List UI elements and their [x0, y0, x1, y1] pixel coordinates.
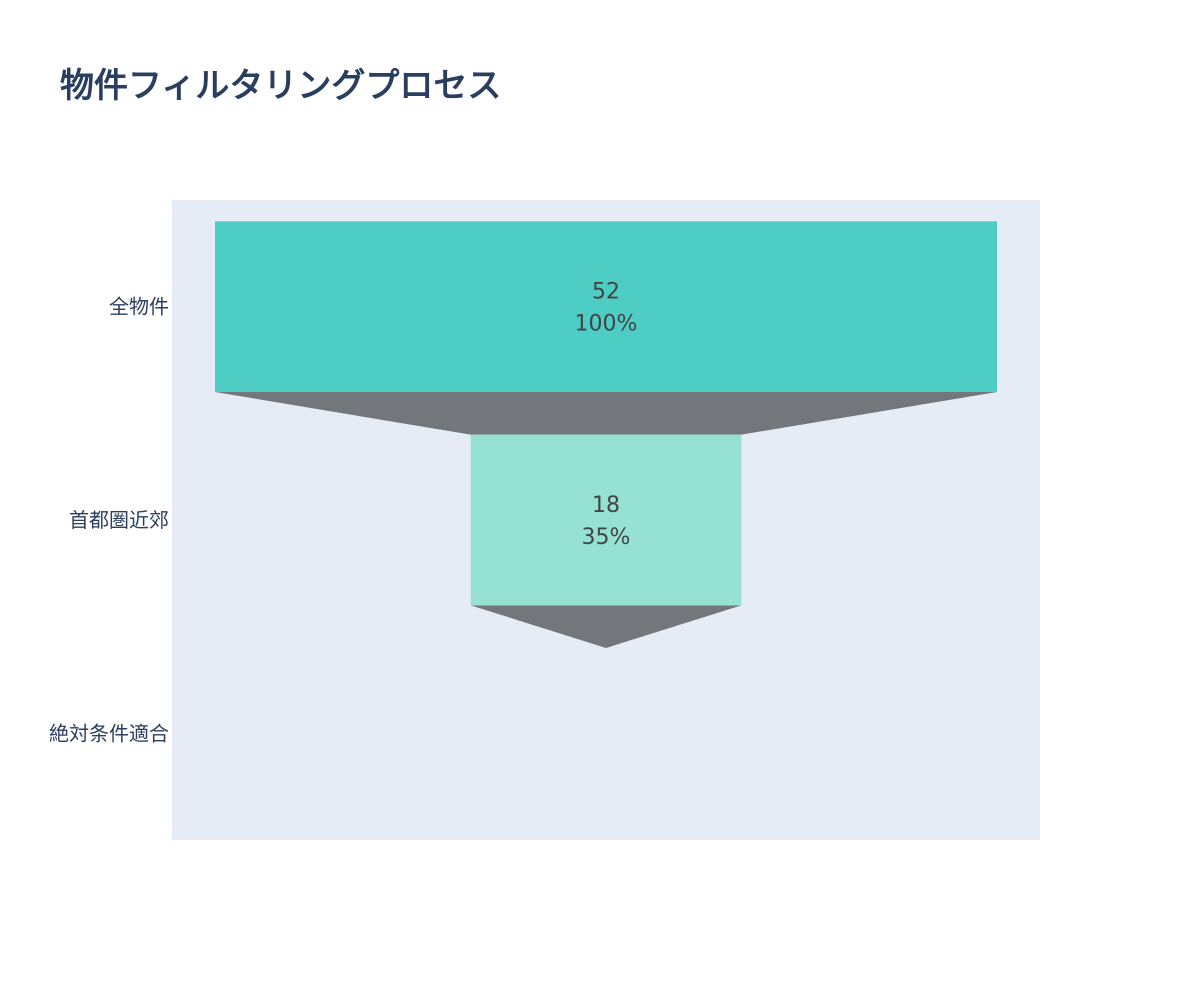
- category-tick-label: 絶対条件適合: [49, 721, 169, 745]
- category-tick-label: 全物件: [109, 295, 169, 319]
- bar-value-label: 52: [592, 280, 620, 305]
- chart-title: 物件フィルタリングプロセス: [60, 66, 502, 106]
- funnel-connector: [215, 392, 997, 435]
- funnel-bar: [470, 434, 742, 606]
- bar-percent-label: 35%: [582, 525, 631, 550]
- funnel-bar: [215, 221, 997, 392]
- category-tick-label: 首都圏近郊: [69, 508, 169, 532]
- bar-value-label: 18: [592, 493, 620, 518]
- bar-percent-label: 100%: [575, 312, 638, 337]
- funnel-connector: [470, 605, 742, 648]
